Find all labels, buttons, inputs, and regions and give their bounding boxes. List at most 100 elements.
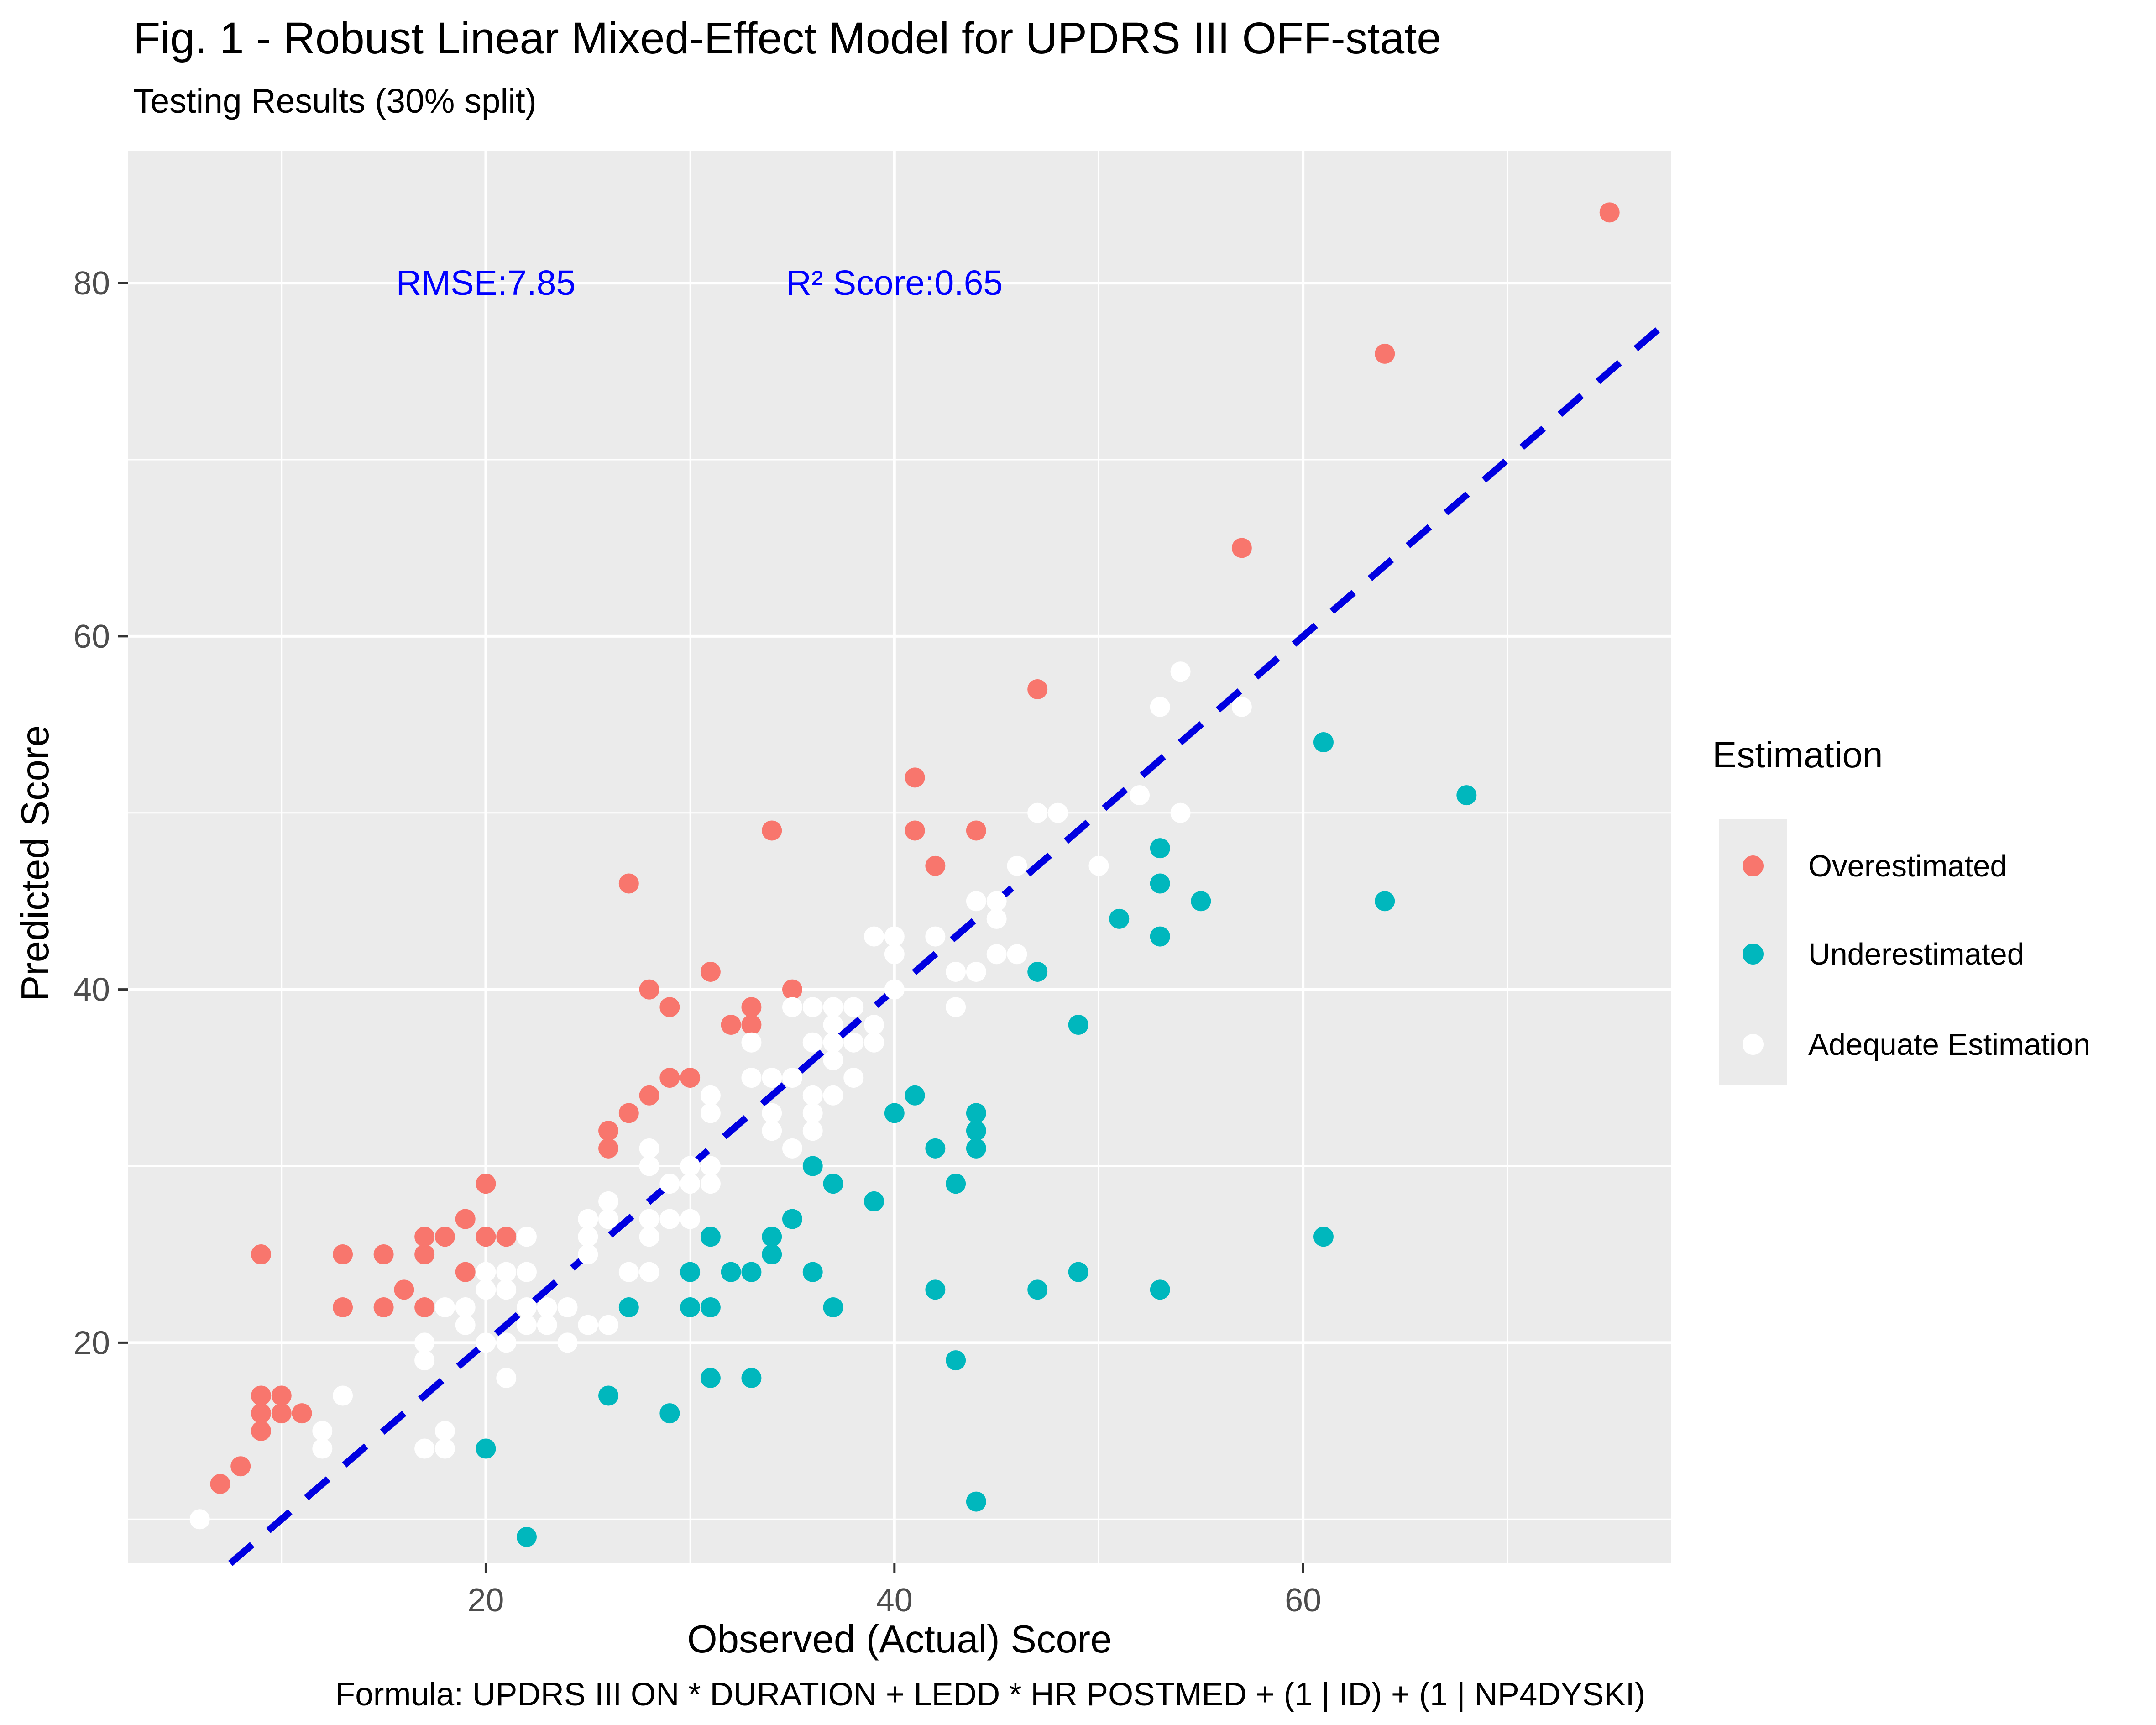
data-point-adequate — [884, 979, 905, 1000]
data-point-overestimated — [905, 767, 925, 788]
data-point-adequate — [455, 1315, 476, 1335]
data-point-underestimated — [1109, 908, 1130, 929]
data-point-adequate — [925, 926, 946, 947]
data-point-underestimated — [1313, 732, 1334, 753]
legend-dot-overestimated — [1743, 855, 1764, 876]
data-point-adequate — [802, 1032, 823, 1053]
data-point-overestimated — [210, 1473, 230, 1494]
data-point-adequate — [823, 1015, 843, 1035]
data-point-underestimated — [1150, 1279, 1170, 1300]
data-point-overestimated — [680, 1068, 701, 1088]
data-point-adequate — [496, 1368, 517, 1388]
data-point-adequate — [843, 997, 864, 1017]
data-point-overestimated — [925, 855, 946, 876]
data-point-adequate — [639, 1227, 659, 1247]
data-point-adequate — [659, 1209, 680, 1229]
data-point-adequate — [537, 1315, 557, 1335]
data-point-adequate — [578, 1227, 598, 1247]
data-point-overestimated — [639, 979, 659, 1000]
data-point-adequate — [557, 1332, 578, 1353]
data-point-adequate — [884, 926, 905, 947]
data-point-adequate — [639, 1156, 659, 1176]
data-point-underestimated — [884, 1103, 905, 1123]
data-point-underestimated — [925, 1279, 946, 1300]
data-point-overestimated — [639, 1085, 659, 1106]
data-point-adequate — [639, 1138, 659, 1159]
data-point-underestimated — [618, 1297, 639, 1318]
data-point-underestimated — [966, 1103, 986, 1123]
data-point-adequate — [864, 1032, 884, 1053]
data-point-overestimated — [659, 1068, 680, 1088]
data-point-underestimated — [680, 1297, 701, 1318]
data-point-adequate — [802, 1103, 823, 1123]
data-point-adequate — [598, 1191, 619, 1211]
data-point-underestimated — [700, 1227, 721, 1247]
data-point-underestimated — [1027, 1279, 1048, 1300]
data-point-underestimated — [966, 1121, 986, 1141]
metric-annotation: RMSE:7.85 — [396, 263, 576, 303]
data-point-adequate — [782, 997, 802, 1017]
data-point-underestimated — [823, 1297, 843, 1318]
data-point-adequate — [639, 1262, 659, 1282]
data-point-adequate — [864, 926, 884, 947]
x-tick-label: 20 — [467, 1582, 504, 1619]
data-point-underestimated — [700, 1297, 721, 1318]
data-point-adequate — [782, 1068, 802, 1088]
data-point-overestimated — [455, 1262, 476, 1282]
y-tick-label: 20 — [73, 1325, 110, 1361]
data-point-underestimated — [1313, 1227, 1334, 1247]
plot-title: Fig. 1 - Robust Linear Mixed-Effect Mode… — [133, 13, 1442, 63]
legend-label: Adequate Estimation — [1808, 1028, 2091, 1062]
data-point-overestimated — [373, 1244, 394, 1264]
data-point-overestimated — [700, 961, 721, 982]
data-point-adequate — [946, 961, 966, 982]
data-point-adequate — [659, 1174, 680, 1194]
data-point-adequate — [1150, 697, 1170, 717]
data-point-adequate — [802, 1121, 823, 1141]
data-point-underestimated — [802, 1262, 823, 1282]
data-point-adequate — [782, 1138, 802, 1159]
data-point-adequate — [700, 1085, 721, 1106]
y-tick-label: 40 — [73, 972, 110, 1008]
data-point-overestimated — [414, 1297, 435, 1318]
data-point-adequate — [700, 1103, 721, 1123]
data-point-underestimated — [864, 1191, 884, 1211]
data-point-overestimated — [618, 1103, 639, 1123]
data-point-adequate — [516, 1297, 537, 1318]
data-point-adequate — [680, 1174, 701, 1194]
data-point-underestimated — [1068, 1015, 1088, 1035]
y-tick-label: 80 — [73, 265, 110, 302]
data-point-underestimated — [802, 1156, 823, 1176]
data-point-overestimated — [455, 1209, 476, 1229]
data-point-adequate — [496, 1279, 517, 1300]
data-point-underestimated — [659, 1403, 680, 1424]
data-point-overestimated — [230, 1456, 251, 1477]
data-point-overestimated — [496, 1227, 517, 1247]
data-point-adequate — [434, 1297, 455, 1318]
data-point-overestimated — [251, 1421, 271, 1441]
data-point-adequate — [823, 997, 843, 1017]
data-point-adequate — [700, 1156, 721, 1176]
x-tick-label: 40 — [876, 1582, 913, 1619]
data-point-adequate — [476, 1279, 496, 1300]
data-point-underestimated — [762, 1227, 782, 1247]
data-point-adequate — [618, 1262, 639, 1282]
data-point-adequate — [434, 1438, 455, 1459]
data-point-overestimated — [1375, 343, 1395, 364]
data-point-adequate — [884, 944, 905, 965]
data-point-adequate — [843, 1032, 864, 1053]
data-point-adequate — [1231, 697, 1252, 717]
data-point-underestimated — [946, 1174, 966, 1194]
metric-annotation: R² Score:0.65 — [786, 263, 1003, 303]
data-point-overestimated — [414, 1227, 435, 1247]
data-point-adequate — [1047, 802, 1068, 823]
data-point-adequate — [741, 1068, 762, 1088]
data-point-underestimated — [925, 1138, 946, 1159]
data-point-overestimated — [1231, 538, 1252, 558]
data-point-overestimated — [292, 1403, 312, 1424]
data-point-underestimated — [823, 1174, 843, 1194]
plot-subtitle: Testing Results (30% split) — [133, 82, 537, 120]
data-point-adequate — [312, 1438, 333, 1459]
data-point-adequate — [802, 997, 823, 1017]
